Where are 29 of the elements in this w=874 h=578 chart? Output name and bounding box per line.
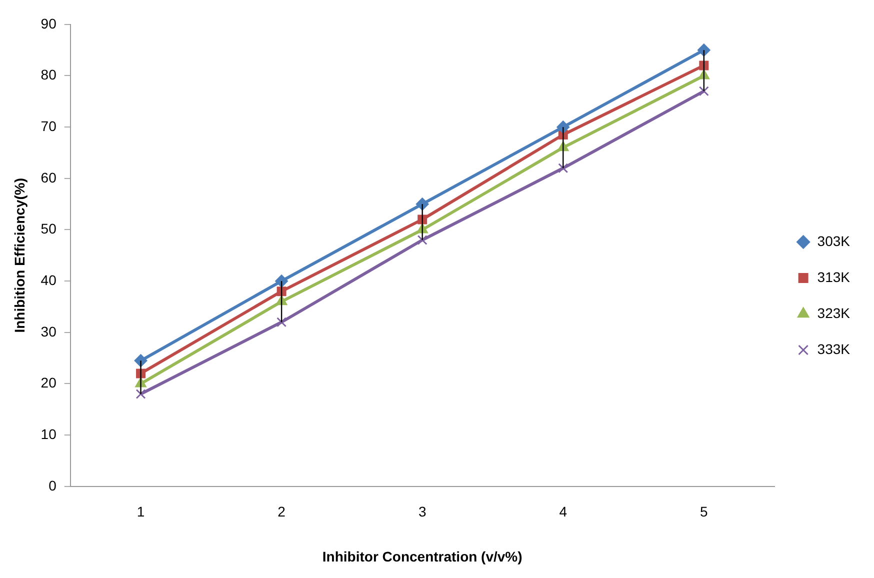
legend-label: 313K [817,268,851,285]
legend-label: 333K [817,340,851,357]
legend-label: 323K [817,304,851,321]
point [558,163,568,174]
point [276,317,287,328]
x-axis-title: Inhibitor Concentration (v/v%) [322,548,522,564]
x-tick-label: 5 [700,504,708,520]
y-tick-label: 60 [40,169,57,186]
x-tick-label: 3 [418,504,426,520]
point [697,44,710,57]
y-tick-label: 90 [40,15,57,32]
y-tick-label: 10 [40,426,57,442]
x-tick-label: 4 [559,504,568,520]
point [275,274,288,288]
point [556,120,570,134]
y-axis-title: Inhibition Efficiency(%) [11,178,28,333]
y-tick-label: 0 [48,477,57,494]
point [417,235,428,245]
y-tick-label: 70 [40,118,57,134]
point [698,86,709,96]
y-tick-label: 20 [40,374,57,391]
x-tick-label: 2 [278,504,286,520]
x-tick-label: 1 [136,504,145,520]
y-tick-label: 50 [40,220,57,237]
y-tick-label: 30 [40,323,57,340]
y-tick-label: 80 [40,66,57,83]
point [136,389,146,399]
legend-label: 303K [817,232,851,249]
y-tick-label: 40 [40,272,57,288]
